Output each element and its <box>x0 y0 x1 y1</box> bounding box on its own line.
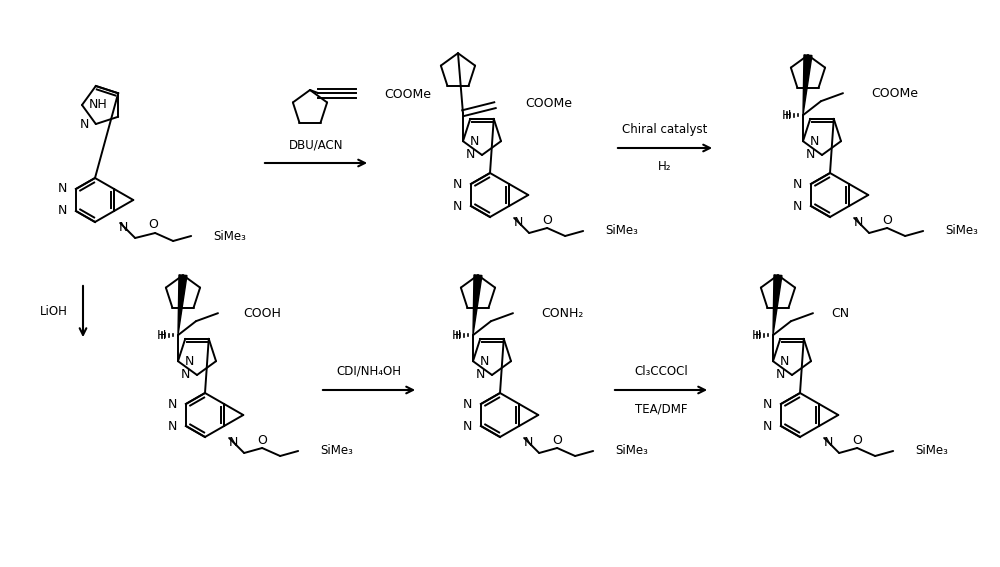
Text: CN: CN <box>831 307 849 320</box>
Text: N: N <box>462 420 472 433</box>
Text: COOMe: COOMe <box>384 87 431 100</box>
Text: N: N <box>462 397 472 411</box>
Text: N: N <box>181 369 190 382</box>
Text: N: N <box>524 436 534 449</box>
Text: N: N <box>776 369 785 382</box>
Text: CDI/NH₄OH: CDI/NH₄OH <box>336 365 402 378</box>
Text: N: N <box>854 216 864 229</box>
Text: H: H <box>752 329 761 342</box>
Text: O: O <box>552 434 562 446</box>
Text: SiMe₃: SiMe₃ <box>320 445 353 458</box>
Text: SiMe₃: SiMe₃ <box>605 225 638 238</box>
Text: H: H <box>782 109 791 122</box>
Text: N: N <box>167 397 177 411</box>
Polygon shape <box>773 275 782 335</box>
Text: O: O <box>148 218 158 231</box>
Text: O: O <box>852 434 862 446</box>
Text: N: N <box>762 420 772 433</box>
Text: H₂: H₂ <box>658 160 672 173</box>
Text: N: N <box>476 369 485 382</box>
Text: N: N <box>806 149 815 162</box>
Text: LiOH: LiOH <box>40 305 68 318</box>
Text: N: N <box>185 355 194 367</box>
Polygon shape <box>473 275 482 335</box>
Polygon shape <box>803 55 812 115</box>
Text: N: N <box>480 355 489 367</box>
Text: N: N <box>79 117 89 130</box>
Text: H: H <box>157 329 166 342</box>
Text: O: O <box>257 434 267 446</box>
Text: CONH₂: CONH₂ <box>541 307 583 320</box>
Text: SiMe₃: SiMe₃ <box>615 445 648 458</box>
Text: N: N <box>57 205 67 218</box>
Text: N: N <box>824 436 834 449</box>
Text: N: N <box>762 397 772 411</box>
Text: N: N <box>780 355 789 367</box>
Text: Cl₃CCOCl: Cl₃CCOCl <box>634 365 688 378</box>
Text: COOMe: COOMe <box>871 87 918 100</box>
Text: N: N <box>57 183 67 196</box>
Text: N: N <box>119 221 129 234</box>
Text: N: N <box>470 135 479 147</box>
Text: N: N <box>466 149 475 162</box>
Text: O: O <box>882 214 892 226</box>
Text: N: N <box>452 177 462 191</box>
Polygon shape <box>178 275 187 335</box>
Text: N: N <box>452 200 462 213</box>
Text: SiMe₃: SiMe₃ <box>213 230 246 243</box>
Text: N: N <box>810 135 819 147</box>
Text: N: N <box>514 216 524 229</box>
Text: N: N <box>792 177 802 191</box>
Text: Chiral catalyst: Chiral catalyst <box>622 123 708 136</box>
Text: N: N <box>229 436 239 449</box>
Text: TEA/DMF: TEA/DMF <box>635 402 687 415</box>
Text: DBU/ACN: DBU/ACN <box>289 138 343 151</box>
Text: COOH: COOH <box>243 307 281 320</box>
Text: O: O <box>542 214 552 226</box>
Text: SiMe₃: SiMe₃ <box>915 445 948 458</box>
Text: COOMe: COOMe <box>525 97 572 109</box>
Text: N: N <box>167 420 177 433</box>
Text: N: N <box>792 200 802 213</box>
Text: H: H <box>452 329 461 342</box>
Text: NH: NH <box>89 99 108 112</box>
Text: SiMe₃: SiMe₃ <box>945 225 978 238</box>
